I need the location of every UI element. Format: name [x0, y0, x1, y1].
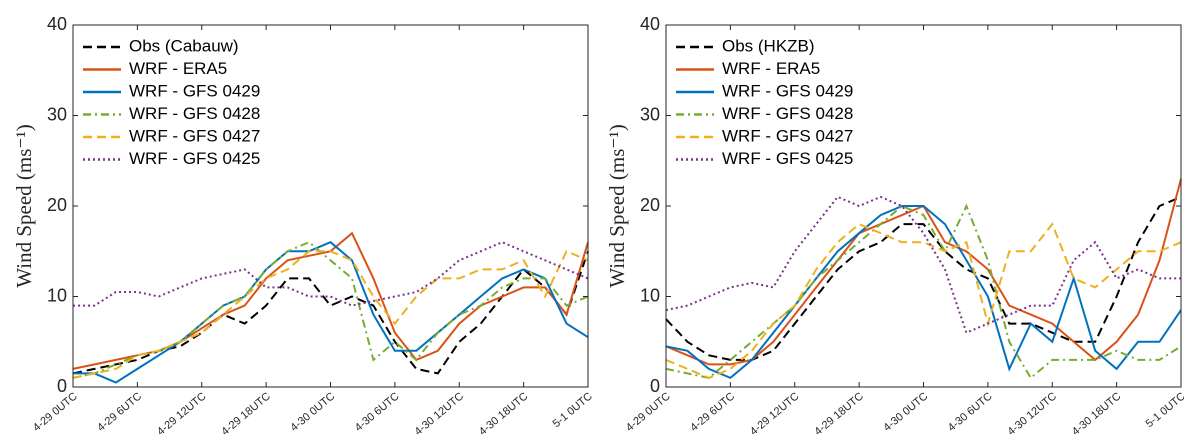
legend-label: WRF - GFS 0429 — [129, 81, 260, 100]
series-line — [73, 241, 589, 307]
x-tick-label: 4-30 12UTC — [1005, 390, 1059, 438]
x-tick-label: 4-30 0UTC — [881, 390, 930, 434]
series-line — [73, 241, 589, 384]
legend-label: WRF - GFS 0425 — [722, 149, 853, 168]
series-line — [665, 195, 1181, 335]
legend-label: WRF - GFS 0425 — [129, 149, 260, 168]
y-tick-label: 30 — [640, 104, 660, 124]
x-tick-label: 4-30 18UTC — [1070, 390, 1124, 438]
x-tick-label: 4-29 12UTC — [155, 390, 209, 438]
x-tick-label: 4-29 0UTC — [624, 390, 673, 434]
legend-label: WRF - ERA5 — [129, 59, 227, 78]
x-tick-label: 4-29 18UTC — [812, 390, 866, 438]
y-tick-label: 40 — [47, 14, 67, 34]
x-tick-label: 4-29 18UTC — [219, 390, 273, 438]
x-tick-label: 4-29 6UTC — [688, 390, 737, 434]
legend-label: WRF - GFS 0428 — [129, 104, 260, 123]
y-tick-label: 20 — [640, 195, 660, 215]
series-line — [72, 250, 589, 379]
legend-label: WRF - GFS 0428 — [722, 104, 853, 123]
y-tick-label: 0 — [650, 376, 660, 396]
x-tick-label: 4-30 18UTC — [477, 390, 531, 438]
y-tick-label: 10 — [47, 285, 67, 305]
legend-label: WRF - GFS 0429 — [722, 81, 853, 100]
legend-label: WRF - ERA5 — [722, 59, 820, 78]
series-line — [665, 222, 1182, 379]
y-tick-label: 0 — [57, 376, 67, 396]
x-tick-label: 5-1 0UTC — [551, 390, 595, 430]
y-tick-label: 30 — [47, 104, 67, 124]
x-tick-label: 4-30 6UTC — [353, 390, 402, 434]
x-tick-label: 4-29 0UTC — [31, 390, 80, 434]
x-tick-label: 4-30 6UTC — [946, 390, 995, 434]
x-tick-label: 5-1 0UTC — [1144, 390, 1184, 430]
legend-label: WRF - GFS 0427 — [129, 126, 260, 145]
y-tick-label: 10 — [640, 285, 660, 305]
y-tick-label: 40 — [640, 14, 660, 34]
series-line — [665, 205, 1182, 380]
y-tick-label: 20 — [47, 195, 67, 215]
x-tick-label: 4-29 12UTC — [748, 390, 802, 438]
x-tick-label: 4-30 12UTC — [412, 390, 466, 438]
series-line — [665, 203, 1182, 380]
x-tick-label: 4-30 0UTC — [288, 390, 337, 434]
y-axis-label: Wind Speed (ms⁻¹) — [605, 124, 629, 288]
y-axis-label: Wind Speed (ms⁻¹) — [12, 124, 36, 288]
legend-label: Obs (HKZB) — [722, 36, 815, 55]
legend-label: WRF - GFS 0427 — [722, 126, 853, 145]
legend-label: Obs (Cabauw) — [129, 36, 239, 55]
plot-area — [73, 25, 588, 387]
x-tick-label: 4-29 6UTC — [95, 390, 144, 434]
